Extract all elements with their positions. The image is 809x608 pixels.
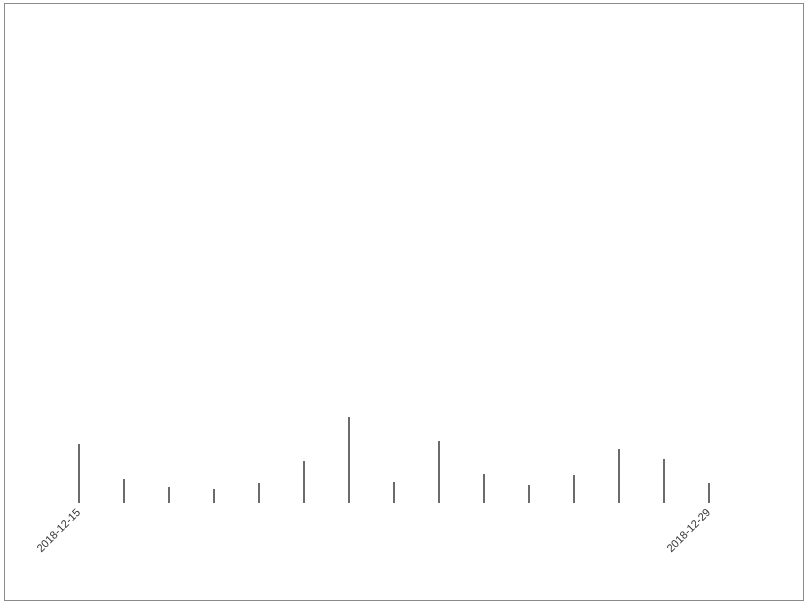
x-tick-label: 2018-12-29 [665, 507, 713, 555]
chart-frame [4, 3, 804, 601]
x-tick-label: 2018-12-15 [35, 507, 83, 555]
